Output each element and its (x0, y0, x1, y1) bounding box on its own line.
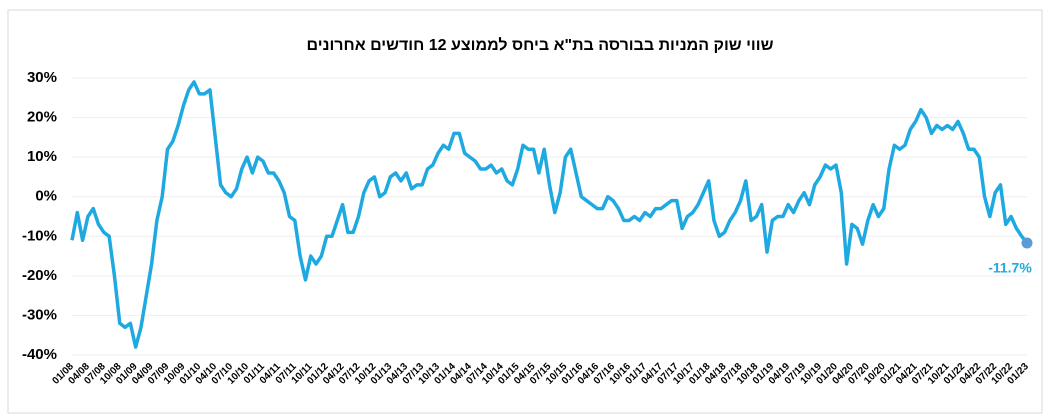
data-label: -11.7% (988, 260, 1032, 276)
chart-frame (7, 9, 1043, 414)
end-marker (1021, 237, 1033, 249)
chart-title: שווי שוק המניות בבורסה בת"א ביחס לממוצע … (307, 36, 774, 54)
y-tick-label: -30% (22, 306, 57, 323)
y-tick-label: 30% (27, 69, 57, 86)
y-tick-label: -20% (22, 267, 57, 284)
y-tick-label: 10% (27, 148, 57, 165)
y-tick-label: -40% (22, 346, 57, 363)
y-tick-label: 20% (27, 109, 57, 126)
y-tick-label: -10% (22, 227, 57, 244)
series-line (70, 80, 1029, 349)
y-tick-label: 0% (35, 188, 57, 205)
